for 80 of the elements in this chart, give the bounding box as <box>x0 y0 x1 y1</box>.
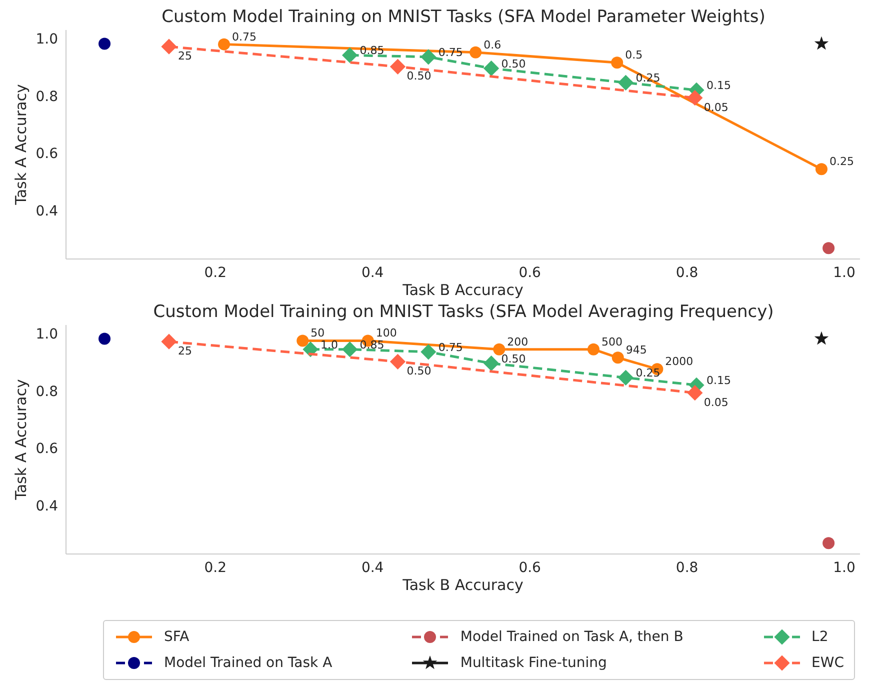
legend-label: Model Trained on Task A <box>164 655 332 671</box>
y-tick-label: 0.4 <box>36 498 58 514</box>
y-tick-label: 1.0 <box>36 32 58 48</box>
point <box>484 60 500 76</box>
point <box>814 36 829 50</box>
legend-label: Multitask Fine-tuning <box>460 655 607 671</box>
point <box>822 242 835 254</box>
point <box>342 342 358 358</box>
annotation: 25 <box>178 50 192 63</box>
annotation: 2000 <box>665 355 694 368</box>
point <box>588 343 600 356</box>
point <box>390 354 406 370</box>
x-tick-label: 0.4 <box>361 264 384 281</box>
point <box>484 356 500 372</box>
point <box>342 47 358 63</box>
point <box>296 334 309 347</box>
y-tick-label: 0.8 <box>36 88 58 105</box>
y-axis-title: Task A Accuracy <box>12 84 30 206</box>
point <box>470 46 482 58</box>
x-axis-title: Task B Accuracy <box>402 576 524 594</box>
annotation: 1.0 <box>320 338 338 352</box>
annotation: 0.05 <box>704 100 728 114</box>
annotation: 0.50 <box>406 364 432 378</box>
point <box>420 49 436 65</box>
x-tick-label: 0.6 <box>518 560 542 576</box>
x-tick-label: 1.0 <box>833 560 856 576</box>
point <box>687 385 703 401</box>
annotation: 25 <box>178 344 192 358</box>
annotation: 0.15 <box>706 374 731 388</box>
annotation: 0.15 <box>706 79 731 92</box>
point <box>420 344 436 360</box>
x-tick-label: 0.4 <box>361 560 384 576</box>
annotation: 0.50 <box>501 352 526 366</box>
y-tick-label: 0.8 <box>36 384 58 400</box>
annotation: 50 <box>310 326 325 340</box>
point <box>618 74 634 90</box>
x-axis-title: Task B Accuracy <box>402 281 524 300</box>
y-tick-label: 1.0 <box>36 326 58 343</box>
y-tick-label: 0.6 <box>36 146 58 162</box>
legend-label: EWC <box>812 655 844 671</box>
point <box>161 38 177 54</box>
x-tick-label: 0.8 <box>676 264 698 281</box>
point <box>218 38 230 50</box>
y-tick-label: 0.6 <box>36 441 58 458</box>
annotation: 0.75 <box>232 30 257 44</box>
x-tick-label: 0.6 <box>518 264 542 281</box>
legend-label: L2 <box>812 629 828 645</box>
point <box>161 334 177 350</box>
point <box>618 370 634 386</box>
annotation: 0.25 <box>829 155 854 168</box>
point <box>98 332 111 345</box>
annotation: 500 <box>602 335 622 348</box>
x-tick-label: 0.8 <box>676 560 698 576</box>
point <box>98 38 111 50</box>
point <box>822 537 835 550</box>
y-tick-label: 0.4 <box>36 203 58 220</box>
legend-label: Model Trained on Task A, then B <box>460 629 684 645</box>
x-tick-label: 0.2 <box>204 264 226 281</box>
point <box>612 352 624 364</box>
point <box>390 58 406 74</box>
annotation: 200 <box>507 335 528 348</box>
point <box>687 90 703 106</box>
annotation: 0.5 <box>625 48 643 62</box>
y-axis-title: Task A Accuracy <box>12 379 30 501</box>
point <box>493 343 506 356</box>
annotation: 0.50 <box>501 57 526 70</box>
x-tick-label: 1.0 <box>833 264 856 281</box>
legend-label: SFA <box>164 629 190 645</box>
annotation: 0.50 <box>406 70 432 83</box>
annotation: 100 <box>376 326 397 340</box>
chart-title: Custom Model Training on MNIST Tasks (SFA Model Averaging Frequency) <box>152 302 775 322</box>
annotation: 0.25 <box>636 366 660 380</box>
point <box>611 56 624 69</box>
chart-title: Custom Model Training on MNIST Tasks (SFA Model Parameter Weights) <box>160 7 766 27</box>
point <box>815 163 828 176</box>
annotation: 0.6 <box>484 38 502 52</box>
annotation: 945 <box>626 344 647 357</box>
x-tick-label: 0.2 <box>204 560 226 576</box>
annotation: 0.05 <box>704 396 728 409</box>
point <box>814 331 829 345</box>
